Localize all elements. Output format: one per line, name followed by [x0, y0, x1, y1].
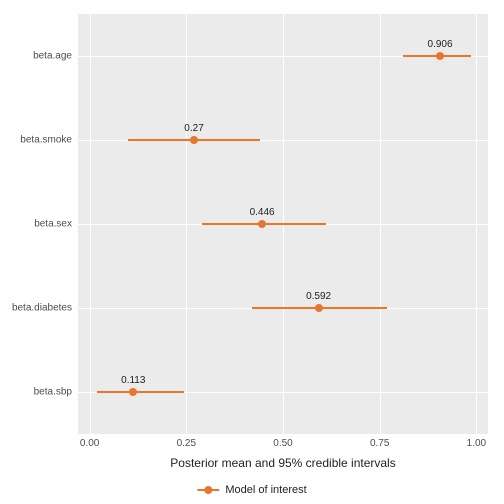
- y-tick-label: beta.smoke: [20, 135, 72, 146]
- ci-line: [97, 391, 184, 393]
- value-label: 0.27: [184, 123, 203, 134]
- x-tick-label: 0.25: [177, 438, 196, 449]
- y-tick-label: beta.sbp: [34, 387, 72, 398]
- value-label: 0.592: [306, 291, 331, 302]
- legend: Model of interest: [197, 484, 306, 496]
- point-estimate: [129, 388, 137, 396]
- point-estimate: [258, 220, 266, 228]
- x-tick-label: 0.00: [80, 438, 99, 449]
- y-tick-label: beta.age: [33, 51, 72, 62]
- figure: 0.906 0.27 0.446 0.592 0.113 0.00 0.25 0.50 0.7…: [0, 0, 504, 504]
- x-tick-label: 0.75: [370, 438, 389, 449]
- x-tick-label: 1.00: [467, 438, 486, 449]
- value-label: 0.906: [428, 39, 453, 50]
- point-estimate: [190, 136, 198, 144]
- value-label: 0.446: [250, 207, 275, 218]
- y-tick-label: beta.sex: [34, 219, 72, 230]
- y-tick-label: beta.diabetes: [12, 303, 72, 314]
- plot-panel: 0.906 0.27 0.446 0.592 0.113: [78, 14, 488, 434]
- value-label: 0.113: [121, 375, 145, 386]
- legend-label: Model of interest: [225, 484, 306, 496]
- x-axis-title: Posterior mean and 95% credible interval…: [170, 456, 395, 470]
- point-estimate: [436, 52, 444, 60]
- legend-swatch: [197, 485, 219, 495]
- x-tick-label: 0.50: [273, 438, 292, 449]
- point-estimate: [315, 304, 323, 312]
